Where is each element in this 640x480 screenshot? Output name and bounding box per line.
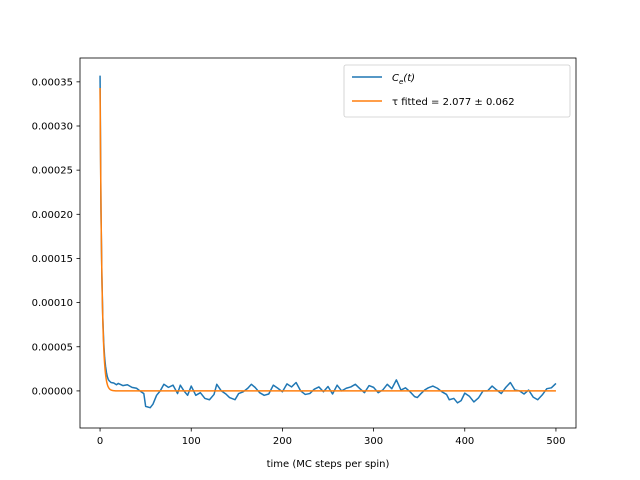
x-tick-label: 300 bbox=[364, 436, 383, 447]
y-tick-label: 0.00030 bbox=[32, 121, 73, 132]
y-axis-ticks: 0.00000 0.00005 0.00010 0.00015 0.00020 0.000… bbox=[32, 77, 80, 397]
x-axis-ticks: 0 100 200 300 400 500 bbox=[97, 428, 565, 447]
x-tick-label: 0 bbox=[97, 436, 103, 447]
y-tick-label: 0.00010 bbox=[32, 298, 73, 309]
x-tick-label: 500 bbox=[546, 436, 565, 447]
legend: Ce(t) τ fitted = 2.077 ± 0.062 bbox=[343, 64, 571, 118]
y-tick-label: 0.00015 bbox=[32, 254, 73, 265]
x-axis-label: time (MC steps per spin) bbox=[267, 459, 390, 470]
x-tick-label: 400 bbox=[455, 436, 474, 447]
y-tick-label: 0.00035 bbox=[32, 77, 73, 88]
plot-area bbox=[80, 58, 576, 428]
y-tick-label: 0.00000 bbox=[32, 386, 73, 397]
series-layer bbox=[99, 75, 557, 409]
y-tick-label: 0.00025 bbox=[32, 166, 73, 177]
y-tick-label: 0.00005 bbox=[32, 342, 73, 353]
x-tick-label: 100 bbox=[182, 436, 201, 447]
y-tick-label: 0.00020 bbox=[32, 210, 73, 221]
axes-frame bbox=[79, 57, 577, 429]
legend-label-ce: Ce(t) bbox=[392, 73, 415, 86]
legend-label-fit: τ fitted = 2.077 ± 0.062 bbox=[392, 97, 515, 108]
legend-box bbox=[343, 64, 571, 118]
series-line-fit bbox=[99, 88, 556, 392]
x-tick-label: 200 bbox=[273, 436, 292, 447]
